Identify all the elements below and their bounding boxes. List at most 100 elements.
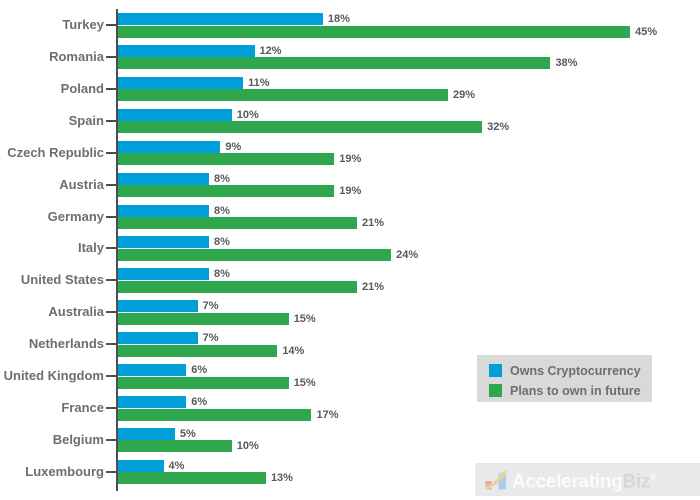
country-row: Belgium 5% 10% bbox=[0, 427, 700, 459]
plans-bar-line: 15% bbox=[118, 312, 316, 325]
axis-tick bbox=[106, 247, 116, 250]
owns-value-label: 11% bbox=[248, 76, 270, 89]
plans-bar-line: 15% bbox=[118, 376, 316, 389]
country-label: France bbox=[61, 400, 104, 416]
plans-value-label: 38% bbox=[555, 57, 578, 70]
plans-value-label: 17% bbox=[316, 408, 339, 421]
plans-value-label: 15% bbox=[293, 376, 316, 389]
owns-bar-line: 9% bbox=[118, 140, 361, 153]
plans-bar-line: 19% bbox=[118, 153, 361, 166]
plans-bar bbox=[118, 89, 449, 102]
bar-chart-arrow-icon bbox=[485, 470, 507, 490]
plans-bar-line: 13% bbox=[118, 472, 293, 485]
plans-bar-line: 14% bbox=[118, 344, 304, 357]
plans-bar bbox=[118, 121, 483, 134]
owns-bar bbox=[118, 364, 187, 377]
plans-bar-line: 29% bbox=[118, 89, 475, 102]
country-row: Italy 8% 24% bbox=[0, 235, 700, 267]
legend: Owns Cryptocurrency Plans to own in futu… bbox=[477, 355, 652, 402]
plans-bar-line: 10% bbox=[118, 440, 259, 453]
bar-pair: 11% 29% bbox=[118, 76, 475, 102]
owns-value-label: 18% bbox=[327, 13, 350, 25]
plans-value-label: 21% bbox=[361, 217, 384, 230]
axis-tick bbox=[106, 279, 116, 282]
bar-pair: 10% 32% bbox=[118, 108, 510, 134]
plans-bar bbox=[118, 472, 266, 485]
owns-bar-line: 18% bbox=[118, 13, 657, 25]
bar-pair: 7% 15% bbox=[118, 300, 316, 325]
country-row: Romania 12% 38% bbox=[0, 44, 700, 76]
owns-bar bbox=[118, 13, 323, 25]
country-row: Spain 10% 32% bbox=[0, 108, 700, 140]
plans-bar-line: 19% bbox=[118, 185, 361, 198]
plans-bar bbox=[118, 153, 335, 166]
plans-bar-line: 32% bbox=[118, 121, 510, 134]
country-label: United Kingdom bbox=[3, 368, 104, 384]
owns-value-label: 5% bbox=[179, 427, 196, 440]
owns-bar bbox=[118, 76, 244, 89]
owns-bar-line: 10% bbox=[118, 108, 509, 121]
plans-bar-line: 21% bbox=[118, 280, 384, 293]
owns-bar bbox=[118, 332, 198, 345]
axis-tick bbox=[106, 119, 116, 122]
owns-value-label: 8% bbox=[214, 236, 230, 249]
owns-bar-line: 5% bbox=[118, 427, 259, 440]
owns-value-label: 7% bbox=[202, 332, 219, 345]
country-row: France 6% 17% bbox=[0, 395, 700, 427]
owns-bar-line: 12% bbox=[118, 44, 577, 57]
country-row: United States 8% 21% bbox=[0, 267, 700, 299]
plans-bar bbox=[118, 376, 289, 389]
country-label: Austria bbox=[59, 176, 104, 192]
country-row: Austria 8% 19% bbox=[0, 172, 700, 204]
bar-pair: 5% 10% bbox=[118, 427, 259, 453]
axis-tick bbox=[106, 87, 116, 90]
owns-bar-line: 8% bbox=[118, 172, 361, 185]
country-label: Australia bbox=[48, 304, 104, 320]
brand-name-primary: Accelerating bbox=[512, 471, 623, 493]
axis-tick bbox=[106, 55, 116, 58]
registered-trademark-symbol: ® bbox=[650, 471, 657, 482]
bar-pair: 4% 13% bbox=[118, 459, 293, 485]
plans-value-label: 32% bbox=[487, 121, 510, 134]
bar-pair: 6% 17% bbox=[118, 396, 338, 421]
owns-bar-line: 11% bbox=[118, 76, 475, 89]
owns-bar-line: 8% bbox=[118, 204, 384, 217]
country-label: Poland bbox=[60, 80, 104, 96]
plans-bar bbox=[118, 25, 631, 38]
country-label: Germany bbox=[47, 208, 104, 224]
owns-value-label: 9% bbox=[225, 140, 242, 153]
country-label: Belgium bbox=[52, 431, 104, 447]
owns-bar bbox=[118, 236, 210, 249]
chart-rows: Turkey 18% 45% Romania 12% bbox=[0, 12, 700, 491]
brand-watermark: AcceleratingBiz® bbox=[475, 463, 700, 496]
bar-pair: 12% 38% bbox=[118, 44, 578, 70]
owns-bar bbox=[118, 204, 210, 217]
plans-bar-line: 38% bbox=[118, 57, 578, 70]
bar-pair: 8% 21% bbox=[118, 204, 384, 230]
owns-bar bbox=[118, 44, 255, 57]
owns-bar bbox=[118, 459, 164, 472]
plans-value-label: 45% bbox=[635, 25, 658, 38]
country-label: Luxembourg bbox=[25, 463, 104, 479]
plans-value-label: 15% bbox=[293, 312, 316, 325]
axis-tick bbox=[106, 343, 116, 346]
owns-value-label: 4% bbox=[168, 459, 185, 472]
owns-value-label: 6% bbox=[191, 364, 208, 377]
plans-bar bbox=[118, 217, 357, 230]
plans-bar-line: 24% bbox=[118, 248, 418, 261]
bar-pair: 8% 21% bbox=[118, 268, 384, 293]
axis-tick bbox=[106, 438, 116, 441]
country-row: Turkey 18% 45% bbox=[0, 12, 700, 44]
y-axis-line bbox=[116, 9, 118, 491]
axis-tick bbox=[106, 183, 116, 186]
owns-bar bbox=[118, 108, 232, 121]
owns-value-label: 10% bbox=[236, 108, 259, 121]
bar-pair: 8% 19% bbox=[118, 172, 361, 198]
axis-tick bbox=[106, 407, 116, 410]
axis-tick bbox=[106, 215, 116, 218]
owns-bar-line: 6% bbox=[118, 364, 316, 377]
owns-bar bbox=[118, 140, 221, 153]
owns-bar bbox=[118, 172, 210, 185]
legend-item-plans: Plans to own in future bbox=[489, 383, 652, 398]
